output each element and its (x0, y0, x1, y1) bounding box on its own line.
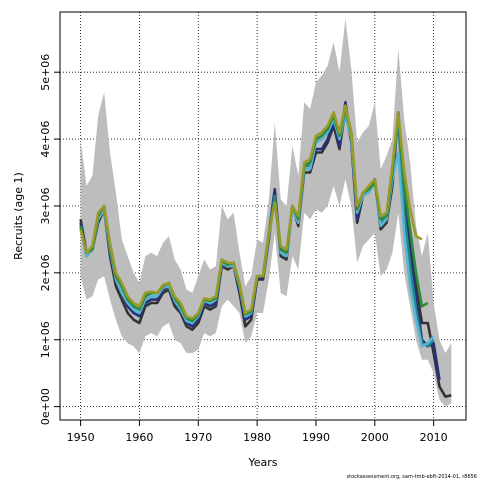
x-tick-label: 2000 (361, 431, 389, 444)
x-tick-label: 1990 (302, 431, 330, 444)
x-axis: 1950 1960 1970 1980 1990 2000 2010 (67, 420, 448, 444)
y-tick-label: 5e+06 (39, 54, 52, 91)
confidence-band-area (80, 18, 452, 407)
x-axis-title: Years (247, 456, 277, 469)
y-axis: 0e+00 1e+06 2e+06 3e+06 4e+06 5e+06 (39, 54, 60, 425)
x-tick-label: 1950 (67, 431, 95, 444)
y-tick-label: 3e+06 (39, 187, 52, 224)
x-tick-label: 1970 (184, 431, 212, 444)
y-tick-label: 0e+00 (39, 388, 52, 425)
confidence-band (80, 18, 452, 407)
y-tick-label: 2e+06 (39, 254, 52, 291)
x-tick-label: 1980 (243, 431, 271, 444)
y-axis-title: Recruits (age 1) (12, 172, 25, 260)
series-line-6 (79, 104, 423, 320)
x-tick-label: 1960 (125, 431, 153, 444)
x-tick-label: 2010 (420, 431, 448, 444)
y-tick-label: 1e+06 (39, 321, 52, 358)
plot-frame (59, 11, 467, 421)
series-lines (79, 101, 452, 398)
y-tick-label: 4e+06 (39, 121, 52, 158)
source-footnote: stockassessment.org, sam-tmb-ebft-2014-0… (347, 474, 477, 480)
